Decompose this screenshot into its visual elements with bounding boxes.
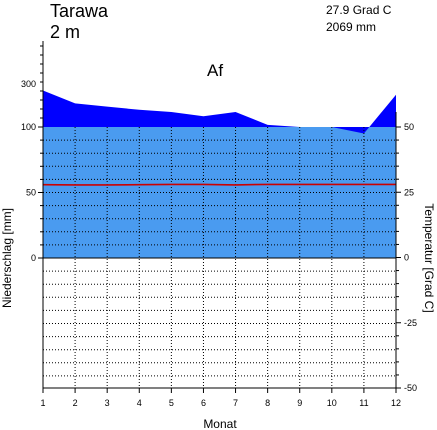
y-right-tick-label: -50: [404, 383, 417, 393]
x-tick-label: 12: [391, 398, 401, 408]
x-tick-label: 11: [359, 398, 368, 408]
y-left-tick-label: 100: [21, 122, 36, 132]
x-tick-label: 9: [297, 398, 302, 408]
y-left-tick-label: 0: [31, 253, 36, 263]
y-right-tick-label: 50: [404, 122, 414, 132]
x-axis-label: Monat: [203, 417, 237, 430]
x-tick-label: 7: [233, 398, 238, 408]
x-tick-label: 10: [327, 398, 337, 408]
y-left-tick-label: 300: [21, 79, 36, 89]
mean-temperature-label: 27.9 Grad C: [326, 3, 392, 17]
y-axis-left-label: Niederschlag [mm]: [0, 208, 14, 308]
x-tick-label: 8: [265, 398, 270, 408]
temperature-line-group: [42, 183, 396, 186]
chart-title: Tarawa: [50, 1, 109, 21]
temperature-line: [42, 183, 396, 186]
x-tick-label: 2: [73, 398, 78, 408]
y-axis-right-label: Temperatur [Grad C]: [422, 203, 436, 312]
grid-group: [43, 127, 396, 388]
x-tick-label: 4: [137, 398, 142, 408]
annual-precipitation-label: 2069 mm: [326, 20, 376, 34]
precip-area-group: [43, 90, 396, 258]
climate-class-label: Af: [207, 61, 223, 80]
x-tick-label: 6: [201, 398, 206, 408]
x-tick-label: 5: [169, 398, 174, 408]
x-tick-label: 1: [40, 398, 45, 408]
precip-excess-area: [43, 90, 396, 134]
chart-subtitle: 2 m: [50, 22, 80, 42]
y-right-tick-label: 25: [404, 187, 414, 197]
y-right-tick-label: -25: [404, 318, 417, 328]
y-right-tick-label: 0: [404, 253, 409, 263]
y-left-tick-label: 50: [26, 188, 36, 198]
x-tick-label: 3: [105, 398, 110, 408]
